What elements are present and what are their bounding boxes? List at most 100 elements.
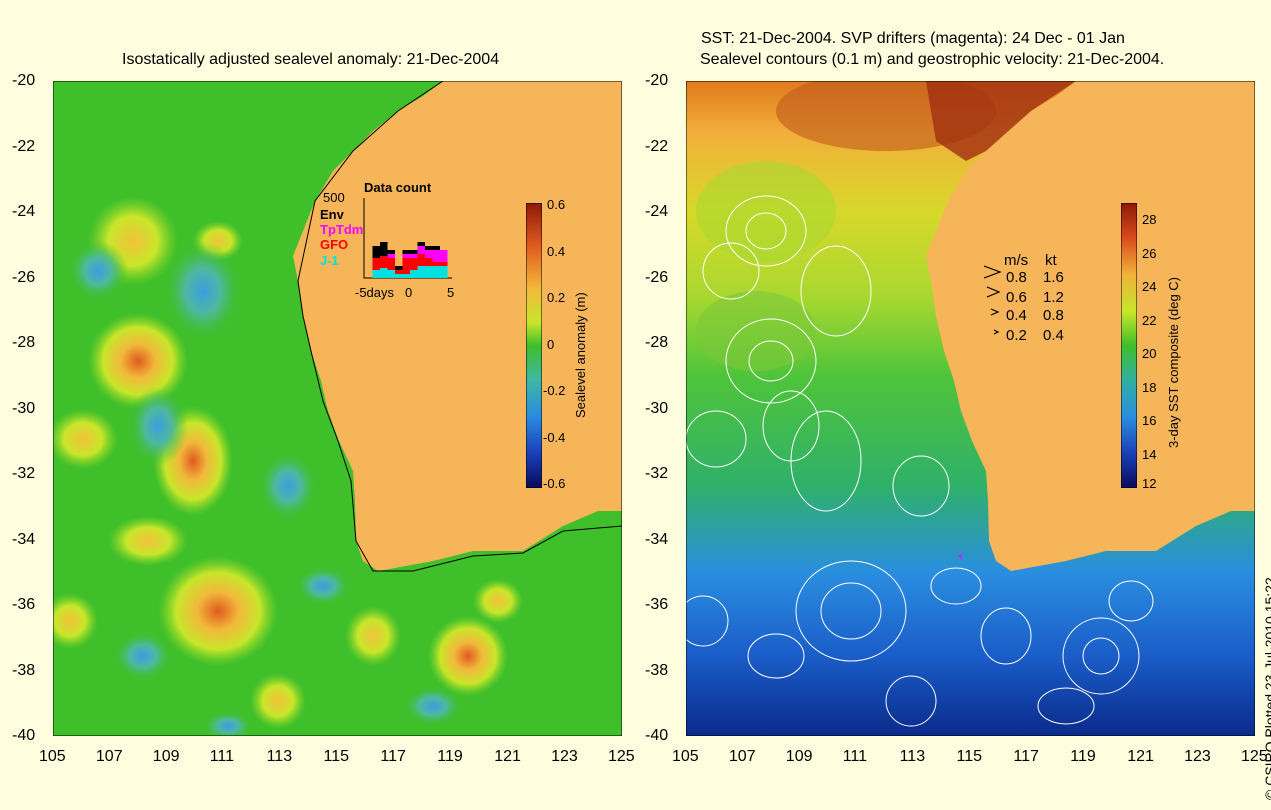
longitude-tick-label: 107 [728, 748, 756, 765]
anomaly-high [158, 556, 278, 666]
left-panel-title: Isostatically adjusted sealevel anomaly:… [122, 51, 500, 68]
data-count-bar-j1 [395, 274, 403, 278]
anomaly-high [428, 616, 508, 696]
longitude-tick-label: 115 [323, 748, 350, 765]
velocity-legend-kt: 1.2 [1043, 289, 1064, 306]
data-count-x-tick: 0 [405, 285, 413, 300]
data-count-bar-gfo [372, 258, 380, 270]
data-count-bar-j1 [425, 266, 433, 278]
australia-landmass [926, 81, 1255, 571]
longitude-tick-label: 115 [956, 748, 983, 765]
data-count-bar-gfo [417, 254, 425, 266]
velocity-legend-kt: 1.6 [1043, 269, 1064, 286]
latitude-tick-label: -26 [12, 268, 36, 286]
right-panel-title-line2: Sealevel contours (0.1 m) and geostrophi… [700, 51, 1165, 68]
data-count-legend-gfo: GFO [320, 237, 349, 252]
data-count-bar-env [410, 250, 418, 254]
sealevel-contours [686, 195, 1154, 727]
latitude-tick-label: -22 [645, 137, 669, 155]
sealevel-colorbar-tick: 0 [547, 337, 555, 352]
data-count-scale: 500 [323, 190, 345, 205]
data-count-bar-gfo [410, 258, 418, 270]
anomaly-high [473, 579, 523, 623]
data-count-legend-j1: J-1 [320, 253, 339, 268]
velocity-arrow-icons [983, 265, 1002, 335]
data-count-bar-tp [417, 246, 425, 254]
anomaly-high [53, 409, 118, 469]
latitude-tick-label: -38 [645, 661, 669, 679]
velocity-legend-kt: 0.4 [1043, 327, 1064, 344]
data-count-bar-tp [402, 254, 410, 258]
data-count-bar-env [432, 246, 440, 250]
sst-colorbar-tick: 28 [1142, 212, 1157, 227]
continental-shelf-line [297, 81, 622, 572]
latitude-tick-label: -24 [645, 203, 669, 220]
longitude-tick-label: 117 [380, 748, 406, 765]
sst-colorbar-tick: 22 [1142, 313, 1157, 328]
longitude-tick-label: 111 [842, 748, 868, 765]
longitude-tick-label: 109 [785, 748, 813, 765]
sst-colorbar-tick: 12 [1142, 476, 1157, 491]
data-count-bar-gfo [440, 262, 448, 266]
longitude-tick-label: 113 [899, 748, 926, 765]
anomaly-high [88, 313, 188, 409]
latitude-tick-label: -28 [12, 334, 36, 351]
data-count-bar-tp [387, 254, 395, 258]
velocity-legend-ms: 0.8 [1006, 269, 1027, 286]
sealevel-colorbar-tick: -0.4 [543, 430, 566, 445]
longitude-tick-label: 105 [672, 748, 699, 765]
sst-colorbar-label: 3-day SST composite (deg C) [1166, 277, 1181, 448]
latitude-tick-label: -32 [12, 465, 36, 482]
latitude-tick-label: -38 [12, 661, 36, 679]
data-count-bar-j1 [380, 268, 388, 278]
velocity-legend-ms: 0.2 [1006, 327, 1027, 344]
latitude-tick-label: -22 [12, 137, 36, 155]
data-count-bar-env [402, 250, 410, 254]
sst-colorbar [1121, 203, 1137, 488]
latitude-tick-label: -26 [645, 268, 669, 286]
data-count-bar-j1 [440, 266, 448, 278]
longitude-tick-label: 113 [266, 748, 293, 765]
sst-colorbar-tick: 14 [1142, 447, 1157, 462]
anomaly-low [258, 451, 318, 521]
anomaly-low [113, 631, 173, 681]
longitude-tick-label: 109 [152, 748, 180, 765]
data-count-bar-j1 [372, 270, 380, 278]
sealevel-colorbar-label: Sealevel anomaly (m) [573, 292, 588, 418]
data-count-bar-j1 [402, 274, 410, 278]
data-count-bar-env [425, 246, 433, 250]
anomaly-high [250, 673, 306, 729]
latitude-tick-label: -34 [645, 530, 669, 548]
velocity-legend-ms: 0.6 [1006, 289, 1027, 306]
data-count-bar-tp [432, 250, 440, 262]
data-count-bar-env [417, 242, 425, 246]
latitude-tick-label: -32 [645, 465, 669, 482]
sealevel-colorbar-tick: 0.4 [547, 244, 566, 259]
latitude-tick-label: -20 [12, 72, 36, 89]
data-count-bar-gfo [380, 256, 388, 268]
latitude-tick-label: -30 [12, 399, 36, 417]
data-count-legend-tptdm: TpTdm [320, 222, 364, 237]
longitude-tick-label: 107 [95, 748, 123, 765]
velocity-legend-header-ms: m/s [1004, 252, 1029, 269]
sealevel-colorbar-tick: 0.6 [547, 197, 566, 212]
longitude-tick-label: 117 [1013, 748, 1039, 765]
sealevel-colorbar-tick: -0.2 [543, 383, 566, 398]
latitude-tick-label: -36 [645, 596, 669, 613]
sst-map [686, 81, 1255, 736]
data-count-bar-j1 [410, 270, 418, 278]
longitude-tick-label: 121 [1127, 748, 1154, 765]
latitude-tick-label: -36 [12, 596, 36, 613]
data-count-bar-j1 [417, 266, 425, 278]
data-count-bar-gfo [402, 258, 410, 274]
anomaly-high [108, 516, 188, 566]
csiro-credit: © CSIRO Plotted 23-Jul-2010 15:22 [1262, 577, 1271, 800]
data-count-bar-env [395, 266, 403, 270]
sealevel-colorbar [526, 203, 542, 488]
right-panel-title-line1: SST: 21-Dec-2004. SVP drifters (magenta)… [701, 30, 1125, 47]
latitude-tick-label: -40 [645, 727, 669, 744]
data-count-bar-tp [440, 250, 448, 262]
sst-colorbar-tick: 18 [1142, 380, 1157, 395]
anomaly-low [163, 241, 243, 341]
data-count-bar-gfo [395, 270, 403, 274]
